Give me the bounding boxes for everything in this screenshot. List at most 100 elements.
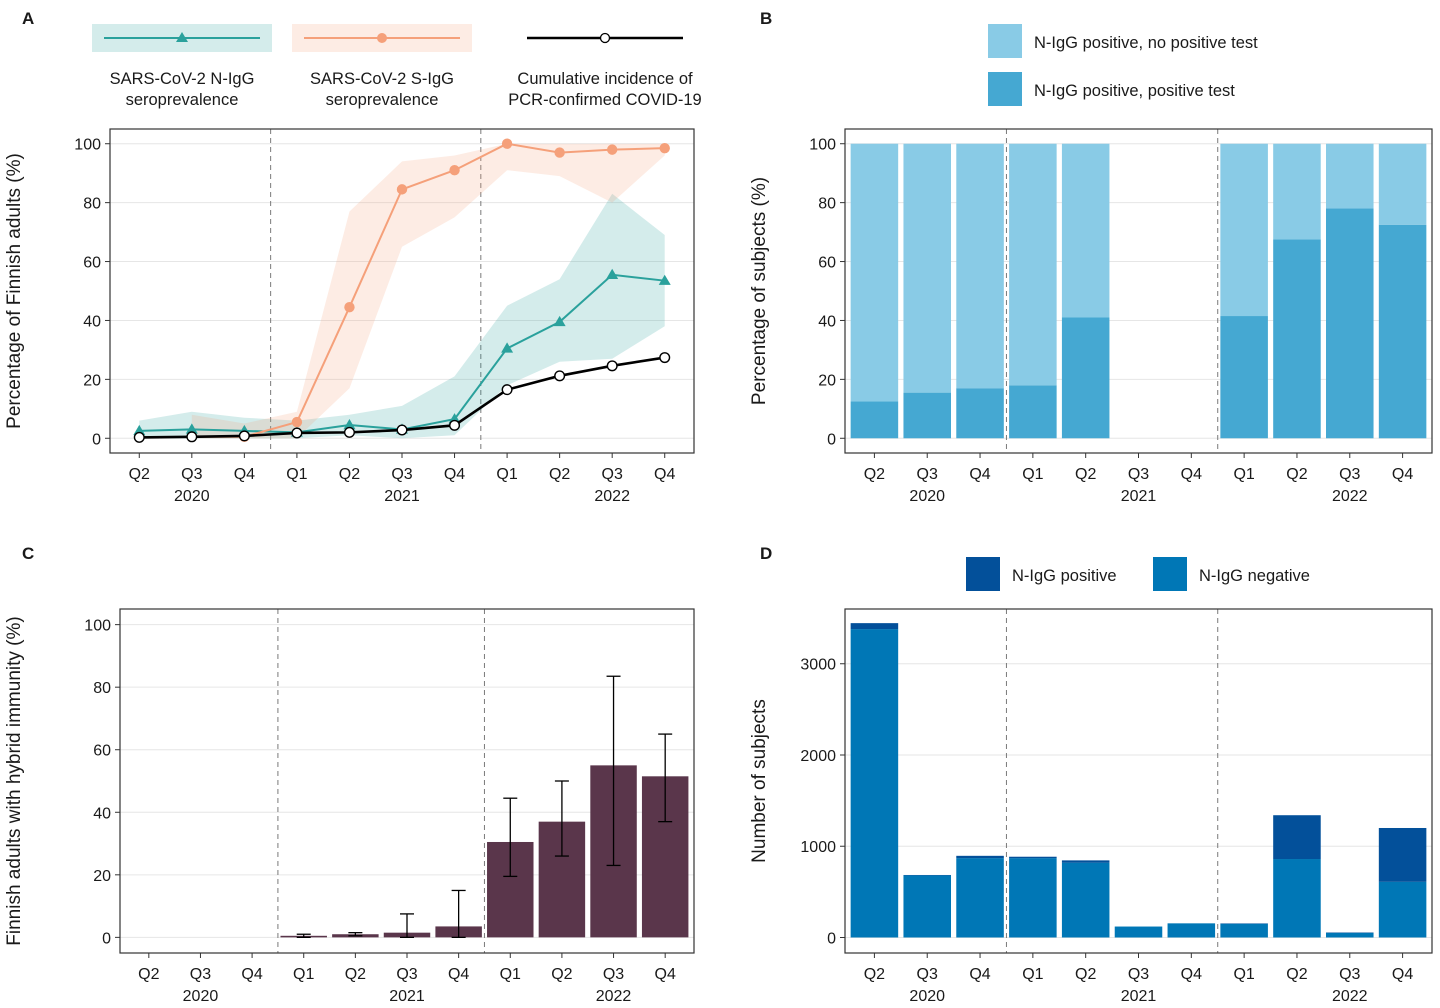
data-point bbox=[238, 430, 250, 442]
bar-segment bbox=[1220, 143, 1268, 317]
panel-a: 0 20 40 60 80 100 Q2 Q3 Q4 Q1 Q2 Q3 Q4 Q1 Q2 Q3 Q4 2020 20… bbox=[4, 128, 695, 505]
y-tick-label: 100 bbox=[809, 137, 836, 154]
year-label: 2022 bbox=[596, 988, 632, 1005]
year-label: 2022 bbox=[594, 488, 630, 505]
x-tick-label: Q3 bbox=[917, 966, 938, 983]
legend-key bbox=[988, 24, 1022, 58]
year-label: 2021 bbox=[1121, 988, 1157, 1005]
y-tick-label: 40 bbox=[83, 313, 101, 330]
x-tick-label: Q2 bbox=[345, 966, 366, 983]
x-tick-label: Q1 bbox=[1233, 966, 1254, 983]
x-tick-label: Q2 bbox=[551, 966, 572, 983]
x-tick-label: Q4 bbox=[1392, 466, 1413, 483]
legend-label: seroprevalence bbox=[126, 91, 239, 109]
y-tick-label: 40 bbox=[93, 805, 111, 822]
legend-a: SARS-CoV-2 N-IgG seroprevalence SARS-CoV-2… bbox=[92, 24, 702, 109]
data-point bbox=[659, 142, 670, 154]
x-tick-label: Q4 bbox=[444, 466, 465, 483]
x-tick-label: Q1 bbox=[286, 466, 307, 483]
bar-segment bbox=[1009, 856, 1057, 859]
bar-segment bbox=[956, 858, 1004, 938]
data-point bbox=[291, 427, 303, 439]
bar-segment bbox=[1009, 385, 1057, 439]
bar-segment bbox=[1167, 923, 1216, 938]
panel-border bbox=[119, 608, 695, 954]
bar-segment bbox=[850, 629, 899, 938]
data-point bbox=[606, 268, 619, 279]
x-tick-label: Q2 bbox=[1075, 966, 1096, 983]
x-tick-label: Q3 bbox=[391, 466, 412, 483]
panel-b: 0 20 40 60 80 100 Q2 Q3 Q4 Q1 Q2 Q3 Q4 Q1 Q2 Q3 Q4 2020 20… bbox=[749, 128, 1433, 505]
legend-b: N-IgG positive, no positive test N-IgG po… bbox=[988, 24, 1258, 106]
x-tick-label: Q4 bbox=[654, 466, 675, 483]
x-tick-label: Q4 bbox=[1392, 966, 1413, 983]
legend-label: N-IgG positive, positive test bbox=[1034, 82, 1235, 100]
x-tick-label: Q1 bbox=[1022, 466, 1043, 483]
year-label: 2020 bbox=[909, 988, 945, 1005]
x-tick-label: Q4 bbox=[1181, 466, 1202, 483]
y-tick-label: 40 bbox=[818, 313, 836, 330]
x-tick-label: Q3 bbox=[603, 966, 624, 983]
x-tick-label: Q4 bbox=[969, 466, 990, 483]
bar-segment bbox=[1273, 143, 1321, 240]
x-tick-label: Q2 bbox=[1075, 466, 1096, 483]
legend-label: N-IgG positive, no positive test bbox=[1034, 34, 1258, 52]
year-label: 2021 bbox=[1121, 488, 1157, 505]
legend-label: N-IgG positive bbox=[1012, 567, 1117, 585]
x-tick-label: Q2 bbox=[549, 466, 570, 483]
y-axis-title: Finnish adults with hybrid immunity (%) bbox=[4, 616, 25, 945]
legend-key-marker bbox=[599, 32, 611, 44]
legend-label: SARS-CoV-2 N-IgG bbox=[110, 70, 255, 88]
bar-segment bbox=[1273, 239, 1321, 439]
x-tick-label: Q2 bbox=[339, 466, 360, 483]
panel-letter-a: A bbox=[22, 9, 34, 28]
bar-segment bbox=[1220, 316, 1268, 439]
year-label: 2021 bbox=[384, 488, 420, 505]
x-tick-label: Q2 bbox=[138, 966, 159, 983]
bar-segment bbox=[903, 875, 951, 938]
series-line-1 bbox=[191, 142, 665, 438]
data-point bbox=[554, 370, 566, 382]
y-tick-label: 20 bbox=[818, 372, 836, 389]
year-label: 2022 bbox=[1332, 488, 1368, 505]
bar-segment bbox=[1378, 881, 1427, 938]
x-tick-label: Q4 bbox=[448, 966, 469, 983]
y-tick-label: 2000 bbox=[800, 748, 836, 765]
panel-border bbox=[109, 128, 695, 454]
y-tick-label: 60 bbox=[83, 255, 101, 272]
bar-segment bbox=[956, 388, 1004, 439]
legend-label: Cumulative incidence of bbox=[517, 70, 693, 88]
y-tick-label: 60 bbox=[93, 743, 111, 760]
panel-border bbox=[844, 608, 1433, 954]
legend-key-marker bbox=[377, 33, 387, 43]
x-tick-label: Q3 bbox=[1339, 466, 1360, 483]
bar-segment bbox=[903, 143, 951, 393]
bar-segment bbox=[1273, 859, 1321, 938]
legend-label: seroprevalence bbox=[326, 91, 439, 109]
x-tick-label: Q2 bbox=[1286, 466, 1307, 483]
y-tick-label: 20 bbox=[93, 868, 111, 885]
data-point bbox=[133, 424, 146, 436]
data-point bbox=[553, 315, 566, 327]
x-tick-label: Q1 bbox=[500, 966, 521, 983]
data-point bbox=[449, 419, 461, 431]
data-point bbox=[659, 352, 671, 364]
data-point bbox=[606, 360, 618, 372]
bar-segment bbox=[850, 143, 899, 402]
panel-d: 0 1000 2000 3000 Q2 Q3 Q4 Q1 Q2 Q3 Q4 Q1 Q2 Q3 Q4 2020 2… bbox=[749, 608, 1433, 1005]
data-point bbox=[133, 431, 145, 443]
bar-segment bbox=[1061, 860, 1110, 863]
year-label: 2022 bbox=[1332, 988, 1368, 1005]
y-tick-label: 1000 bbox=[800, 839, 836, 856]
x-tick-label: Q3 bbox=[1128, 466, 1149, 483]
y-tick-label: 0 bbox=[92, 431, 101, 448]
bar-segment bbox=[850, 623, 899, 630]
y-tick-label: 3000 bbox=[800, 657, 836, 674]
ci-ribbon-1 bbox=[191, 143, 665, 439]
legend-key bbox=[966, 557, 1000, 591]
x-tick-label: Q3 bbox=[396, 966, 417, 983]
x-tick-label: Q3 bbox=[1339, 966, 1360, 983]
year-label: 2020 bbox=[174, 488, 210, 505]
bar-segment bbox=[1273, 815, 1321, 860]
data-point bbox=[344, 302, 355, 313]
